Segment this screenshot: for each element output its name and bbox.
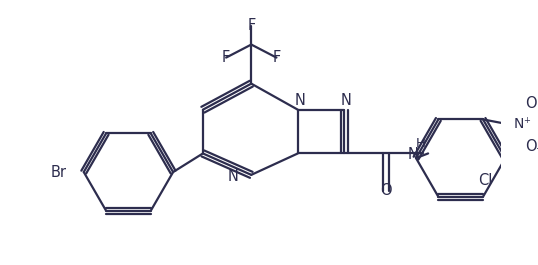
Text: +: + [523, 116, 530, 125]
Text: O: O [526, 96, 537, 111]
Text: F: F [272, 50, 280, 65]
Text: F: F [247, 19, 256, 33]
Text: F: F [222, 50, 230, 65]
Text: Br: Br [51, 165, 67, 180]
Text: Cl: Cl [478, 173, 492, 188]
Text: N: N [294, 93, 305, 108]
Text: N: N [408, 147, 419, 162]
Text: N: N [513, 117, 523, 131]
Text: O: O [526, 139, 537, 154]
Text: H: H [416, 137, 426, 150]
Text: N: N [227, 169, 238, 184]
Text: −: − [536, 144, 538, 154]
Text: O: O [380, 183, 392, 198]
Text: N: N [341, 93, 352, 108]
